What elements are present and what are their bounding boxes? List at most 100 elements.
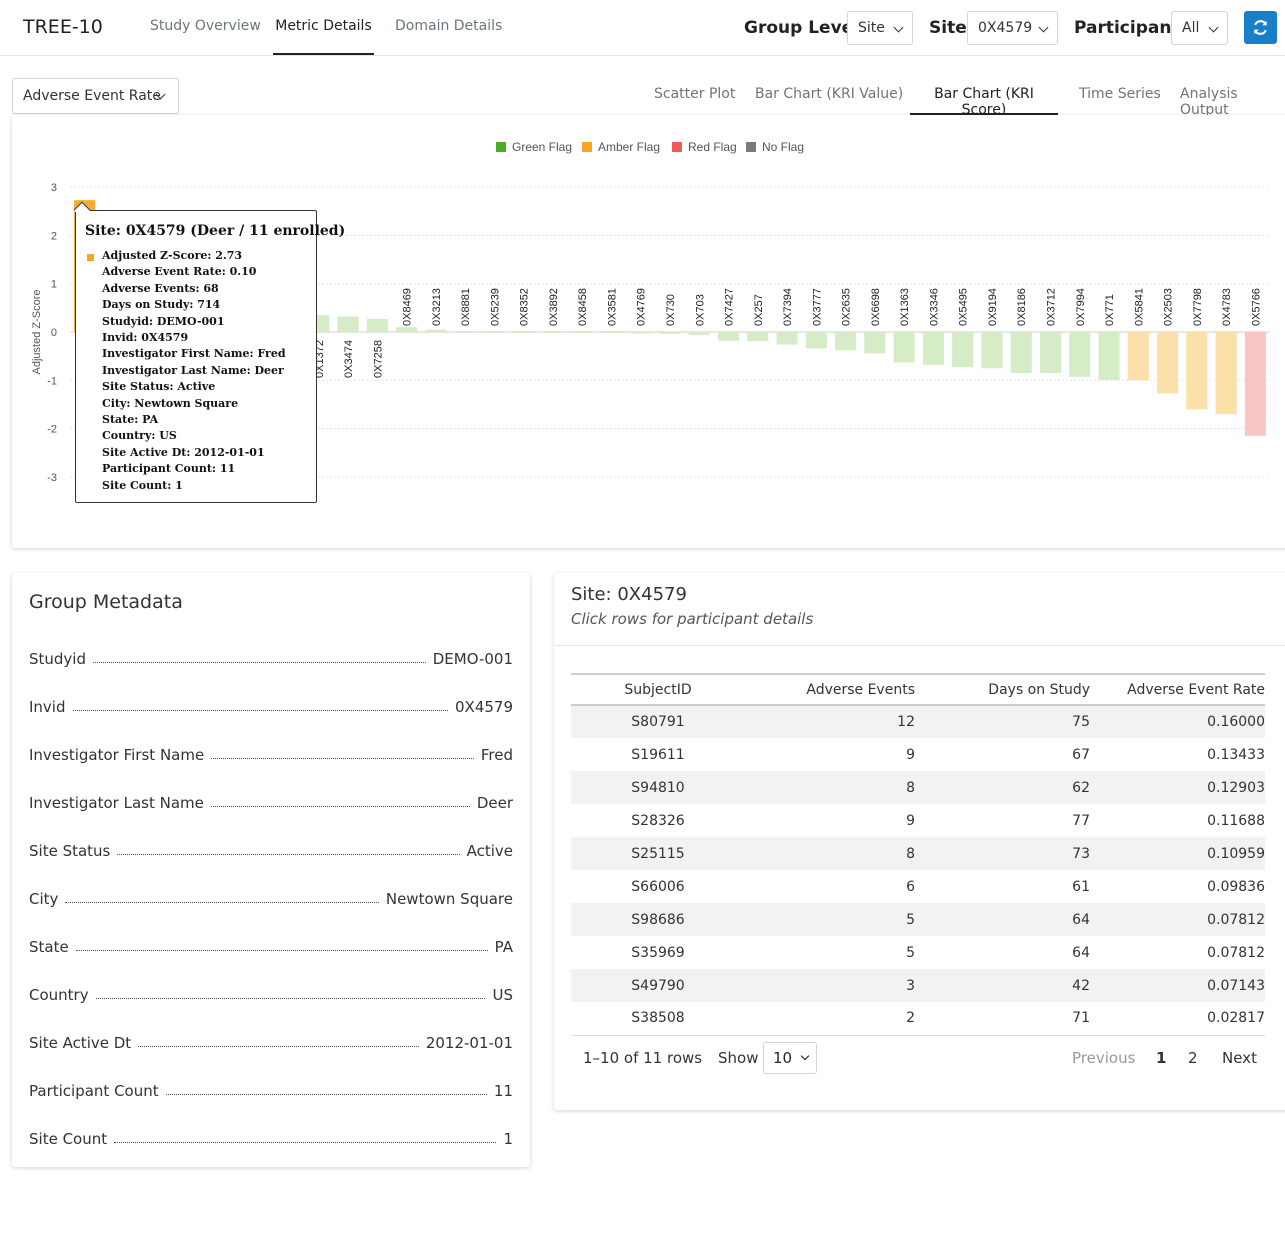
x-tick-label: 0X2503 <box>1163 288 1175 326</box>
cell-subjectid: S49790 <box>571 969 745 1002</box>
metadata-label: Country <box>29 986 89 1004</box>
x-tick-label: 0X4769 <box>636 288 648 326</box>
x-tick-label: 0X7994 <box>1075 288 1087 326</box>
bar <box>893 332 915 363</box>
x-tick-label: 0X7394 <box>782 288 794 326</box>
tab-metric-details[interactable]: Metric Details <box>273 18 374 55</box>
participant-table: SubjectID Adverse Events Days on Study A… <box>571 673 1265 1036</box>
bar <box>1244 332 1266 436</box>
column-header-days-on-study[interactable]: Days on Study <box>915 673 1090 706</box>
dot-leader <box>65 902 379 903</box>
cell-adverse-event-rate: 0.12903 <box>1090 771 1265 804</box>
tooltip-line: Adverse Event Rate: 0.10 <box>102 265 257 279</box>
tab-analysis-output[interactable]: Analysis Output <box>1180 86 1238 118</box>
page-2-button[interactable]: 2 <box>1188 1049 1198 1067</box>
cell-subjectid: S66006 <box>631 878 685 895</box>
metadata-value: Newtown Square <box>385 890 513 908</box>
bar <box>922 332 944 365</box>
group-level-value: Site <box>858 20 885 36</box>
bar <box>776 332 798 345</box>
bar <box>366 318 388 332</box>
chevron-down-icon <box>800 1051 810 1061</box>
tooltip-line: Country: US <box>102 429 177 443</box>
metric-select[interactable]: Adverse Event Rate <box>12 78 179 114</box>
column-header-subjectid[interactable]: SubjectID <box>571 673 745 706</box>
cell-days-on-study: 67 <box>1072 746 1090 763</box>
table-row[interactable]: S25115 8 73 0.10959 <box>571 837 1265 870</box>
tooltip-line: Site Count: 1 <box>102 478 183 492</box>
column-header-adverse-event-rate[interactable]: Adverse Event Rate <box>1090 673 1265 706</box>
dot-leader <box>211 758 474 759</box>
group-level-select[interactable]: Site <box>847 11 913 45</box>
cell-adverse-event-rate: 0.07812 <box>1090 903 1265 936</box>
legend-label: Red Flag <box>688 140 737 154</box>
legend-label: No Flag <box>762 140 804 154</box>
page-size-select[interactable]: 10 <box>763 1042 817 1074</box>
table-row[interactable]: S49790 3 42 0.07143 <box>571 969 1265 1002</box>
tab-time-series[interactable]: Time Series <box>1079 86 1161 102</box>
page-1-button[interactable]: 1 <box>1156 1049 1167 1067</box>
tab-domain-details[interactable]: Domain Details <box>395 18 503 34</box>
metadata-value: PA <box>494 938 513 956</box>
tooltip-lines: Adjusted Z-Score: 2.73 Adverse Event Rat… <box>102 248 286 494</box>
table-row[interactable]: S80791 12 75 0.16000 <box>571 705 1265 738</box>
dot-leader <box>165 1094 487 1095</box>
top-nav: TREE-10 Study Overview Metric Details Do… <box>0 0 1285 56</box>
x-tick-label: 0X257 <box>753 294 765 326</box>
bar <box>1098 332 1120 380</box>
x-tick-label: 0X3213 <box>431 288 443 326</box>
tab-bar-chart-kri-score[interactable]: Bar Chart (KRI Score) <box>910 86 1058 118</box>
cell-adverse-event-rate: 0.07143 <box>1090 969 1265 1002</box>
x-tick-label: 0X5766 <box>1250 288 1262 326</box>
y-axis-label: Adjusted Z-Score <box>31 290 43 375</box>
bar <box>571 332 593 333</box>
bar <box>454 331 476 333</box>
cell-subjectid: S35969 <box>631 944 685 961</box>
cell-days-on-study: 71 <box>915 1002 1090 1036</box>
refresh-button[interactable] <box>1244 11 1277 44</box>
x-tick-label: 0X7258 <box>372 340 384 378</box>
metadata-row: Site Count 1 <box>29 1126 513 1148</box>
x-tick-label: 0X3346 <box>928 288 940 326</box>
bar <box>805 332 827 349</box>
cell-adverse-events: 8 <box>745 771 915 804</box>
previous-page-button[interactable]: Previous <box>1072 1049 1136 1067</box>
x-tick-label: 0X3581 <box>606 288 618 326</box>
y-tick-label: -1 <box>47 375 57 387</box>
tooltip-line: Site Active Dt: 2012-01-01 <box>102 445 265 459</box>
y-tick-label: 2 <box>51 230 57 242</box>
x-tick-label: 0X3892 <box>548 288 560 326</box>
next-page-button[interactable]: Next <box>1222 1049 1257 1067</box>
tab-study-overview[interactable]: Study Overview <box>150 18 261 34</box>
site-table-card: Site: 0X4579 Click rows for participant … <box>554 573 1285 1110</box>
cell-subjectid: S38508 <box>571 1002 745 1036</box>
bar <box>337 316 359 332</box>
table-row[interactable]: S98686 5 64 0.07812 <box>571 903 1265 936</box>
table-row[interactable]: S19611 9 67 0.13433 <box>571 738 1265 771</box>
table-row[interactable]: S66006 6 61 0.09836 <box>571 870 1265 903</box>
table-row[interactable]: S94810 8 62 0.12903 <box>571 771 1265 804</box>
cell-days-on-study: 61 <box>1072 878 1090 895</box>
tab-scatter-plot[interactable]: Scatter Plot <box>654 86 736 102</box>
table-row[interactable]: S28326 9 77 0.11688 <box>571 804 1265 837</box>
bar <box>425 329 447 332</box>
bar <box>513 332 535 333</box>
show-label: Show <box>718 1049 759 1067</box>
cell-adverse-event-rate: 0.09836 <box>1207 878 1265 895</box>
table-row[interactable]: S38508 2 71 0.02817 <box>571 1002 1265 1036</box>
legend-label: Amber Flag <box>598 140 660 154</box>
cell-subjectid: S25115 <box>571 837 745 870</box>
bar <box>1069 332 1091 377</box>
bar <box>718 332 740 341</box>
x-tick-label: 0X7427 <box>724 288 736 326</box>
column-header-adverse-events[interactable]: Adverse Events <box>745 673 915 706</box>
legend-swatch <box>496 142 506 152</box>
x-tick-label: 0X7798 <box>1192 288 1204 326</box>
bar <box>1157 332 1179 394</box>
participant-select[interactable]: All <box>1171 11 1228 45</box>
site-select[interactable]: 0X4579 <box>967 11 1058 45</box>
table-row[interactable]: S35969 5 64 0.07812 <box>571 936 1265 969</box>
tab-bar-chart-kri-value[interactable]: Bar Chart (KRI Value) <box>755 86 904 102</box>
site-table-title: Site: 0X4579 <box>571 584 687 605</box>
metadata-row: City Newtown Square <box>29 886 513 908</box>
